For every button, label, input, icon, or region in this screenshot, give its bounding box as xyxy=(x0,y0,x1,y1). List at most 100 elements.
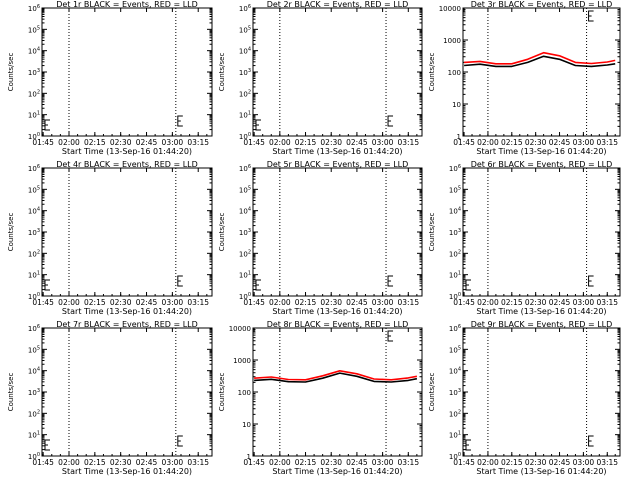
y-tick-label: 104 xyxy=(239,47,251,56)
y-axis-title: Counts/sec xyxy=(7,213,15,252)
plot-frame xyxy=(41,327,213,457)
x-tick-label: 02:30 xyxy=(525,298,547,307)
x-tick-label: 02:45 xyxy=(346,138,368,147)
panel-title: Det 7r BLACK = Events, RED = LLD xyxy=(56,320,198,329)
x-tick-label: 02:15 xyxy=(501,138,523,147)
chart-panel-8: Det 8r BLACK = Events, RED = LLD 01:45 02:… xyxy=(218,320,423,476)
x-tick-label: 03:00 xyxy=(372,138,394,147)
x-tick-label: 03:15 xyxy=(397,458,419,467)
x-tick-label: 03:00 xyxy=(372,458,394,467)
x-tick-label: 02:15 xyxy=(84,298,106,307)
x-tick-label: 02:30 xyxy=(525,458,547,467)
y-axis-title: Counts/sec xyxy=(428,373,436,412)
panel-title: Det 8r BLACK = Events, RED = LLD xyxy=(267,320,409,329)
y-tick-label: 106 xyxy=(28,4,40,13)
y-tick-label: 105 xyxy=(28,25,40,34)
y-tick-label: 1 xyxy=(247,453,251,461)
y-tick-label: 10 xyxy=(452,101,461,109)
plot-frame xyxy=(462,167,621,297)
y-tick-label: 104 xyxy=(28,47,40,56)
x-tick-label: 02:45 xyxy=(549,298,571,307)
y-tick-label: 106 xyxy=(239,4,251,13)
x-tick-label: 02:30 xyxy=(320,298,342,307)
x-tick-label: 01:45 xyxy=(243,458,265,467)
x-tick-label: 02:45 xyxy=(549,138,571,147)
y-axis-title: Counts/sec xyxy=(428,213,436,252)
y-tick-label: 1000 xyxy=(443,37,461,45)
x-tick-label: 02:45 xyxy=(346,458,368,467)
y-tick-label: 104 xyxy=(449,367,461,376)
x-tick-label: 03:15 xyxy=(596,458,618,467)
events-series-line xyxy=(464,55,616,68)
x-axis-title: Start Time (13-Sep-16 01:44:20) xyxy=(62,147,192,156)
x-tick-label: 01:45 xyxy=(243,138,265,147)
chart-panel-4: Det 4r BLACK = Events, RED = LLD 01:45 02:… xyxy=(7,160,213,316)
x-tick-label: 03:00 xyxy=(573,298,595,307)
x-tick-label: 03:00 xyxy=(573,458,595,467)
y-tick-label: 106 xyxy=(449,324,461,333)
bracket-marker xyxy=(177,435,183,447)
x-tick-label: 02:45 xyxy=(346,298,368,307)
bracket-marker xyxy=(387,330,394,342)
events-series-line xyxy=(254,372,418,383)
x-tick-label: 02:30 xyxy=(110,458,132,467)
plot-frame xyxy=(462,327,621,457)
bracket-marker xyxy=(465,279,471,291)
y-tick-label: 105 xyxy=(449,345,461,354)
chart-panel-1: Det 1r BLACK = Events, RED = LLD 01:45 02:… xyxy=(7,0,213,156)
y-tick-label: 104 xyxy=(239,207,251,216)
y-tick-label: 100 xyxy=(28,452,40,461)
y-tick-label: 105 xyxy=(239,185,251,194)
y-tick-label: 103 xyxy=(239,68,251,77)
y-tick-label: 10000 xyxy=(229,325,251,333)
y-tick-label: 10000 xyxy=(439,5,461,13)
y-tick-label: 106 xyxy=(28,164,40,173)
x-axis-title: Start Time (13-Sep-16 01:44:20) xyxy=(476,147,606,156)
y-tick-label: 102 xyxy=(449,409,461,418)
bracket-marker xyxy=(588,10,594,22)
bracket-marker xyxy=(44,439,50,451)
x-tick-label: 02:15 xyxy=(295,298,317,307)
y-tick-label: 102 xyxy=(239,249,251,258)
bracket-marker xyxy=(588,435,594,447)
y-tick-label: 105 xyxy=(28,345,40,354)
x-tick-label: 03:00 xyxy=(162,138,184,147)
plot-frame xyxy=(252,7,423,137)
x-tick-label: 03:15 xyxy=(596,138,618,147)
y-tick-label: 106 xyxy=(28,324,40,333)
y-tick-label: 102 xyxy=(449,249,461,258)
x-tick-label: 01:45 xyxy=(243,298,265,307)
x-tick-label: 01:45 xyxy=(32,298,54,307)
y-axis-title: Counts/sec xyxy=(428,53,436,92)
x-tick-label: 02:45 xyxy=(136,138,158,147)
panel-title: Det 2r BLACK = Events, RED = LLD xyxy=(267,0,409,9)
plot-frame xyxy=(252,327,423,457)
plot-frame xyxy=(462,7,621,137)
y-tick-label: 103 xyxy=(239,228,251,237)
x-tick-label: 02:15 xyxy=(501,298,523,307)
y-tick-label: 100 xyxy=(238,389,251,397)
panel-title: Det 4r BLACK = Events, RED = LLD xyxy=(56,160,198,169)
x-tick-label: 03:15 xyxy=(397,138,419,147)
y-tick-label: 1 xyxy=(457,133,461,141)
chart-panel-2: Det 2r BLACK = Events, RED = LLD 01:45 02:… xyxy=(218,0,423,156)
bracket-marker xyxy=(44,119,50,131)
y-tick-label: 100 xyxy=(448,69,461,77)
lld-series-line xyxy=(254,369,418,381)
y-tick-label: 101 xyxy=(449,431,461,440)
x-tick-label: 03:15 xyxy=(187,298,209,307)
y-tick-label: 103 xyxy=(28,228,40,237)
y-tick-label: 101 xyxy=(239,271,251,280)
chart-panel-7: Det 7r BLACK = Events, RED = LLD 01:45 02:… xyxy=(7,320,213,476)
y-tick-label: 103 xyxy=(28,68,40,77)
x-tick-label: 02:30 xyxy=(525,138,547,147)
panel-title: Det 9r BLACK = Events, RED = LLD xyxy=(471,320,613,329)
y-axis-title: Counts/sec xyxy=(7,373,15,412)
bracket-marker xyxy=(588,275,594,287)
bracket-marker xyxy=(44,279,50,291)
x-tick-label: 03:00 xyxy=(162,298,184,307)
x-tick-label: 01:45 xyxy=(453,298,475,307)
y-tick-label: 100 xyxy=(239,292,251,301)
